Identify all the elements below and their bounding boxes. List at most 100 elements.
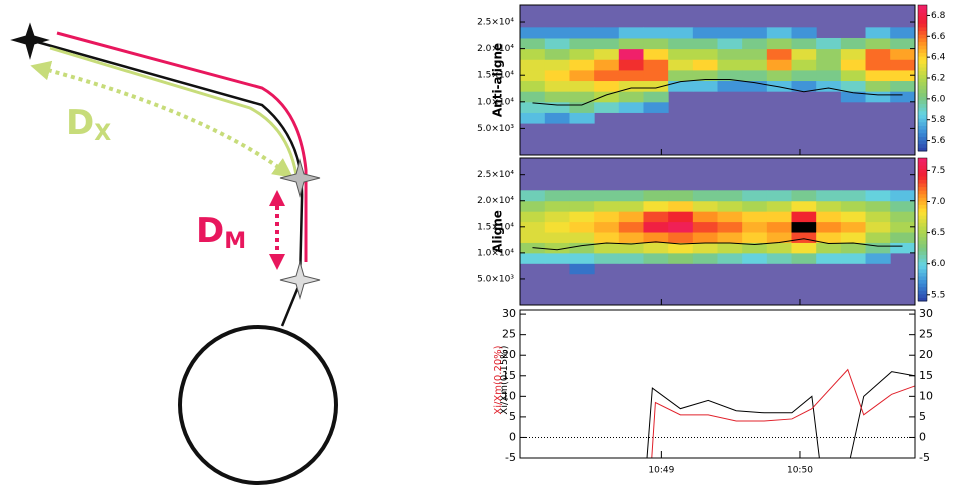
colorbar-label: 6.4	[931, 53, 946, 63]
heat-cell	[692, 37, 718, 50]
heat-cell	[865, 252, 891, 264]
dm-label: DM	[196, 211, 246, 255]
colorbar-step	[918, 193, 927, 198]
heat-cell	[520, 211, 546, 223]
heat-cell	[594, 221, 620, 233]
colorbar-step	[918, 254, 927, 259]
heat-cell	[890, 48, 916, 60]
heat-cell	[544, 200, 570, 212]
heat-cell	[766, 59, 793, 71]
heat-cell	[890, 69, 916, 82]
colorbar-step	[918, 110, 927, 115]
colorbar-step	[918, 121, 927, 126]
colorbar-label: 6.2	[931, 74, 945, 84]
colorbar-step	[918, 268, 927, 273]
heat-cell	[692, 200, 718, 212]
colorbar-step	[918, 279, 927, 284]
heat-cell	[791, 59, 817, 71]
heat-cell	[643, 242, 669, 254]
colorbar-step	[918, 197, 927, 202]
colorbar-step	[918, 81, 927, 86]
colorbar-step	[918, 204, 927, 209]
heat-cell	[840, 190, 867, 202]
colorbar-step	[918, 67, 927, 72]
heat-cell	[569, 59, 595, 71]
heat-cell	[840, 252, 867, 264]
heat-cell	[816, 37, 842, 50]
heat-cell	[544, 101, 570, 113]
heat-cell	[643, 221, 669, 233]
colorbar-step	[918, 136, 927, 141]
heat-cell	[840, 69, 867, 82]
y-tick-label: 20	[502, 348, 516, 361]
heat-cell	[717, 252, 743, 264]
field-line-red	[56, 31, 308, 262]
frame	[519, 157, 916, 306]
heat-cell	[643, 59, 669, 71]
x-tick-label: 10:49	[648, 466, 674, 476]
y-tick-label: 2.0×10⁴	[477, 44, 514, 54]
colorbar-step	[918, 96, 927, 101]
heat-cell	[544, 232, 570, 243]
y2-tick-label: 10	[919, 389, 933, 402]
heat-cell	[890, 190, 916, 202]
heat-cell	[520, 221, 546, 233]
heat-cell	[791, 200, 817, 212]
colorbar-step	[918, 190, 927, 195]
heat-cell	[618, 59, 644, 71]
heat-cell	[618, 200, 644, 212]
heat-cell	[520, 91, 546, 103]
heat-cell	[618, 221, 644, 233]
heat-cell	[692, 221, 718, 233]
colorbar-step	[918, 52, 927, 57]
colorbar-step	[918, 200, 927, 205]
heat-cell	[668, 200, 694, 212]
heat-cell	[643, 232, 669, 243]
heat-cell	[717, 242, 743, 254]
heat-cell	[668, 48, 694, 60]
heat-cell	[594, 48, 620, 60]
heat-cell	[840, 211, 867, 223]
heat-cell	[840, 232, 867, 243]
heat-cell	[717, 80, 743, 92]
heat-cell	[520, 112, 546, 124]
colorbar-step	[918, 8, 927, 13]
y-tick-label: 1.5×10⁴	[477, 71, 514, 81]
heat-cell	[544, 190, 570, 202]
heat-cell	[717, 221, 743, 233]
y-tick-label: 1.0×10⁴	[477, 97, 514, 107]
heat-cell	[840, 37, 867, 50]
heat-cell	[791, 190, 817, 202]
y-tick-label: 2.5×10⁴	[477, 18, 514, 28]
legend-label: Xi/Xm(0.20%)	[493, 345, 504, 414]
heat-cell	[717, 232, 743, 243]
colorbar-label: 5.6	[931, 136, 946, 146]
heat-cell	[766, 190, 793, 202]
star	[279, 260, 321, 300]
y-tick-label: 2.0×10⁴	[477, 196, 514, 206]
heat-cell	[594, 190, 620, 202]
heat-cell	[791, 211, 817, 223]
star	[279, 158, 321, 198]
y2-tick-label: 25	[919, 328, 933, 341]
heat-cell	[520, 232, 546, 243]
heat-cell	[766, 232, 793, 243]
heat-cell	[890, 91, 916, 103]
heat-cell	[569, 211, 595, 223]
heat-cell	[520, 27, 546, 39]
heat-cell	[816, 48, 842, 60]
colorbar-step	[918, 183, 927, 188]
legend-label: Xi/Xm(0.15%)	[499, 345, 510, 414]
colorbar-step	[918, 233, 927, 238]
y2-tick-label: 0	[919, 430, 926, 443]
heat-cell	[816, 190, 842, 202]
heat-cell	[816, 232, 842, 243]
colorbar-step	[918, 175, 927, 180]
colorbar-step	[918, 23, 927, 28]
heat-cell	[618, 48, 644, 60]
y-tick-label: 0	[509, 430, 516, 443]
colorbar-step	[918, 85, 927, 90]
y2-tick-label: 30	[919, 307, 933, 320]
heat-cell	[890, 200, 916, 212]
heat-cell	[865, 232, 891, 243]
